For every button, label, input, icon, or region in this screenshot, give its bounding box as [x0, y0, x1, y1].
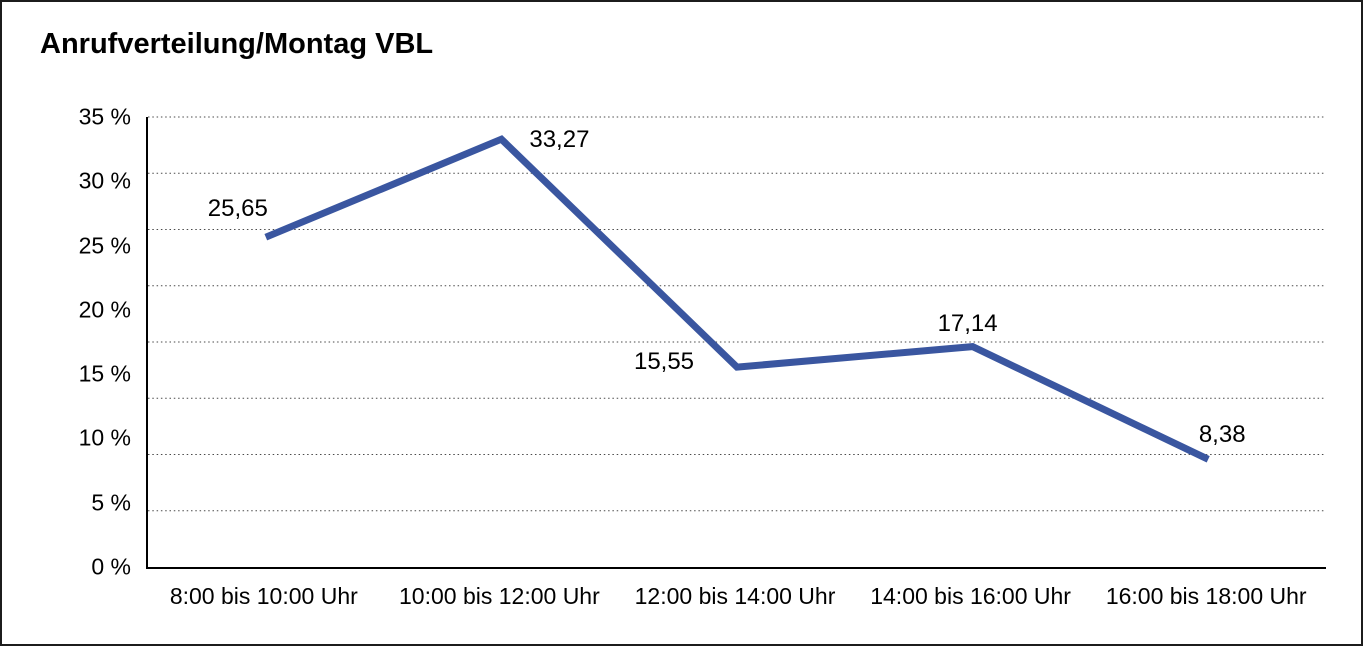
line-series: [264, 135, 1210, 463]
y-axis-tick-label: 30 %: [78, 167, 131, 194]
y-axis-tick-label: 5 %: [91, 489, 131, 516]
y-axis-tick-label: 10 %: [78, 424, 131, 451]
y-axis-tick-label: 20 %: [78, 296, 131, 323]
data-point-label: 15,55: [633, 348, 695, 376]
y-axis-tick-label: 25 %: [78, 232, 131, 259]
x-axis-category-label: 8:00 bis 10:00 Uhr: [169, 583, 358, 609]
x-axis-category-label: 10:00 bis 12:00 Uhr: [399, 583, 600, 609]
y-axis-tick-label: 35 %: [78, 103, 131, 130]
x-axis-category-label: 14:00 bis 16:00 Uhr: [870, 583, 1071, 609]
data-point-label: 17,14: [937, 309, 998, 337]
plot-area: [146, 116, 1326, 569]
x-axis-category-label: 12:00 bis 14:00 Uhr: [634, 583, 836, 609]
data-point-label: 33,27: [529, 126, 590, 154]
line-chart-canvas: [148, 116, 1326, 512]
data-point-label: 8,38: [1198, 421, 1246, 449]
chart-title: Anrufverteilung/Montag VBL: [40, 28, 434, 60]
data-point-label: 25,65: [207, 195, 268, 223]
x-axis-category-label: 16:00 bis 18:00 Uhr: [1105, 583, 1307, 609]
y-axis-tick-label: 15 %: [78, 360, 131, 387]
y-axis-tick-label: 0 %: [91, 553, 131, 580]
